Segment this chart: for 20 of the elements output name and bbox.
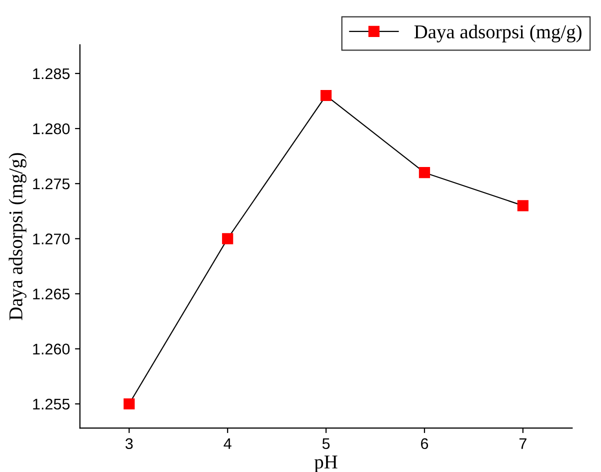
x-tick-label: 6 [421,438,428,450]
y-tick-label: 1.280 [33,123,70,134]
y-tick-label: 1.265 [33,288,70,300]
y-tick-label: 1.275 [33,178,70,190]
x-tick-label: 4 [224,438,232,449]
point [222,233,234,244]
point [418,167,430,178]
x-axis-title: pH [314,456,338,472]
point [517,200,528,212]
y-axis-title: Daya adsorpsi (mg/g) [8,153,26,320]
x-tick-label: 7 [519,438,526,449]
point [124,398,135,410]
x-tick-label: 3 [125,438,133,450]
point [320,90,332,102]
legend-label: Daya adsorpsi (mg/g) [414,24,582,42]
y-tick-label: 1.260 [33,344,70,354]
x-tick-label: 5 [322,438,330,450]
y-tick-label: 1.270 [33,234,70,244]
y-tick-label: 1.255 [33,398,70,410]
y-tick-label: 1.285 [33,68,70,80]
